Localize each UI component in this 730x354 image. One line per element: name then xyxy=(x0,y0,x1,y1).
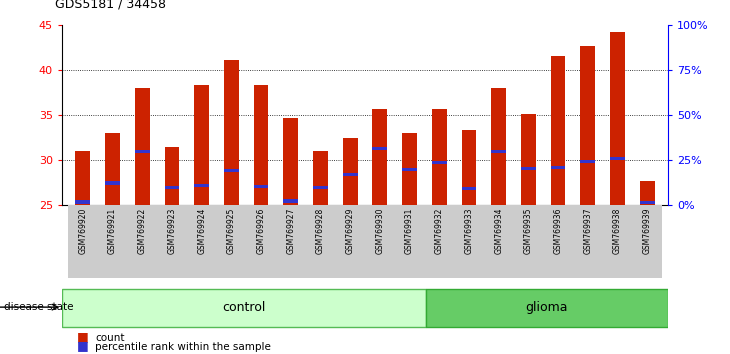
Bar xyxy=(372,147,388,150)
Bar xyxy=(461,130,477,205)
Bar xyxy=(395,205,424,278)
Bar xyxy=(602,205,632,278)
Text: GSM769935: GSM769935 xyxy=(524,207,533,254)
Text: GSM769931: GSM769931 xyxy=(405,207,414,254)
Text: glioma: glioma xyxy=(526,301,568,314)
Text: percentile rank within the sample: percentile rank within the sample xyxy=(95,342,271,352)
Bar xyxy=(253,85,269,205)
Bar xyxy=(128,205,157,278)
Bar xyxy=(610,157,625,160)
Bar xyxy=(573,205,602,278)
Bar xyxy=(194,85,209,205)
Bar xyxy=(224,169,239,172)
Bar xyxy=(402,168,417,171)
Bar xyxy=(276,205,306,278)
Bar xyxy=(426,289,668,327)
Text: GSM769925: GSM769925 xyxy=(227,207,236,254)
Bar xyxy=(484,205,513,278)
Bar xyxy=(335,205,365,278)
Bar xyxy=(68,205,98,278)
Bar xyxy=(550,56,566,205)
Text: GSM769927: GSM769927 xyxy=(286,207,295,254)
Text: GSM769929: GSM769929 xyxy=(345,207,355,254)
Text: GSM769920: GSM769920 xyxy=(78,207,88,254)
Bar xyxy=(313,186,328,189)
Text: GSM769934: GSM769934 xyxy=(494,207,503,254)
Bar xyxy=(521,167,536,170)
Bar xyxy=(135,88,150,205)
Bar xyxy=(424,205,454,278)
Bar xyxy=(75,151,91,205)
Bar xyxy=(217,205,246,278)
Bar xyxy=(224,60,239,205)
Bar xyxy=(365,205,395,278)
Bar xyxy=(283,199,298,202)
Text: GDS5181 / 34458: GDS5181 / 34458 xyxy=(55,0,166,11)
Bar xyxy=(491,150,506,153)
Bar xyxy=(372,109,388,205)
Text: GSM769924: GSM769924 xyxy=(197,207,206,254)
Bar xyxy=(454,205,484,278)
Bar xyxy=(164,186,180,189)
Bar xyxy=(105,181,120,184)
Bar xyxy=(639,181,655,205)
Bar xyxy=(580,160,595,163)
Bar xyxy=(98,205,128,278)
Bar xyxy=(306,205,335,278)
Bar xyxy=(313,151,328,205)
Bar xyxy=(62,289,426,327)
Bar xyxy=(187,205,217,278)
Bar xyxy=(164,147,180,205)
Text: GSM769939: GSM769939 xyxy=(642,207,652,254)
Bar xyxy=(632,205,662,278)
Text: GSM769922: GSM769922 xyxy=(138,207,147,254)
Text: control: control xyxy=(222,301,266,314)
Bar xyxy=(550,166,566,169)
Bar xyxy=(580,46,595,205)
Bar xyxy=(461,187,477,190)
Text: GSM769933: GSM769933 xyxy=(464,207,474,254)
Text: GSM769936: GSM769936 xyxy=(553,207,563,254)
Bar xyxy=(283,118,298,205)
Bar xyxy=(521,114,536,205)
Bar xyxy=(342,138,358,205)
Bar xyxy=(135,150,150,153)
Text: GSM769923: GSM769923 xyxy=(167,207,177,254)
Text: GSM769930: GSM769930 xyxy=(375,207,385,254)
Bar xyxy=(513,205,543,278)
Bar xyxy=(253,185,269,188)
Text: ■: ■ xyxy=(77,330,88,343)
Bar xyxy=(75,200,91,204)
Text: count: count xyxy=(95,333,124,343)
Text: GSM769928: GSM769928 xyxy=(316,207,325,254)
Text: GSM769926: GSM769926 xyxy=(256,207,266,254)
Bar xyxy=(194,184,209,187)
Bar xyxy=(432,161,447,164)
Bar xyxy=(157,205,187,278)
Text: GSM769938: GSM769938 xyxy=(613,207,622,254)
Bar xyxy=(639,201,655,204)
Bar xyxy=(402,133,417,205)
Text: GSM769932: GSM769932 xyxy=(435,207,444,254)
Text: disease state: disease state xyxy=(4,302,73,312)
Bar xyxy=(105,133,120,205)
Bar xyxy=(432,109,447,205)
Text: ■: ■ xyxy=(77,339,88,352)
Text: GSM769937: GSM769937 xyxy=(583,207,592,254)
Bar xyxy=(342,173,358,176)
Bar xyxy=(610,32,625,205)
Bar xyxy=(543,205,573,278)
Text: GSM769921: GSM769921 xyxy=(108,207,117,254)
Bar xyxy=(246,205,276,278)
Bar xyxy=(491,88,506,205)
